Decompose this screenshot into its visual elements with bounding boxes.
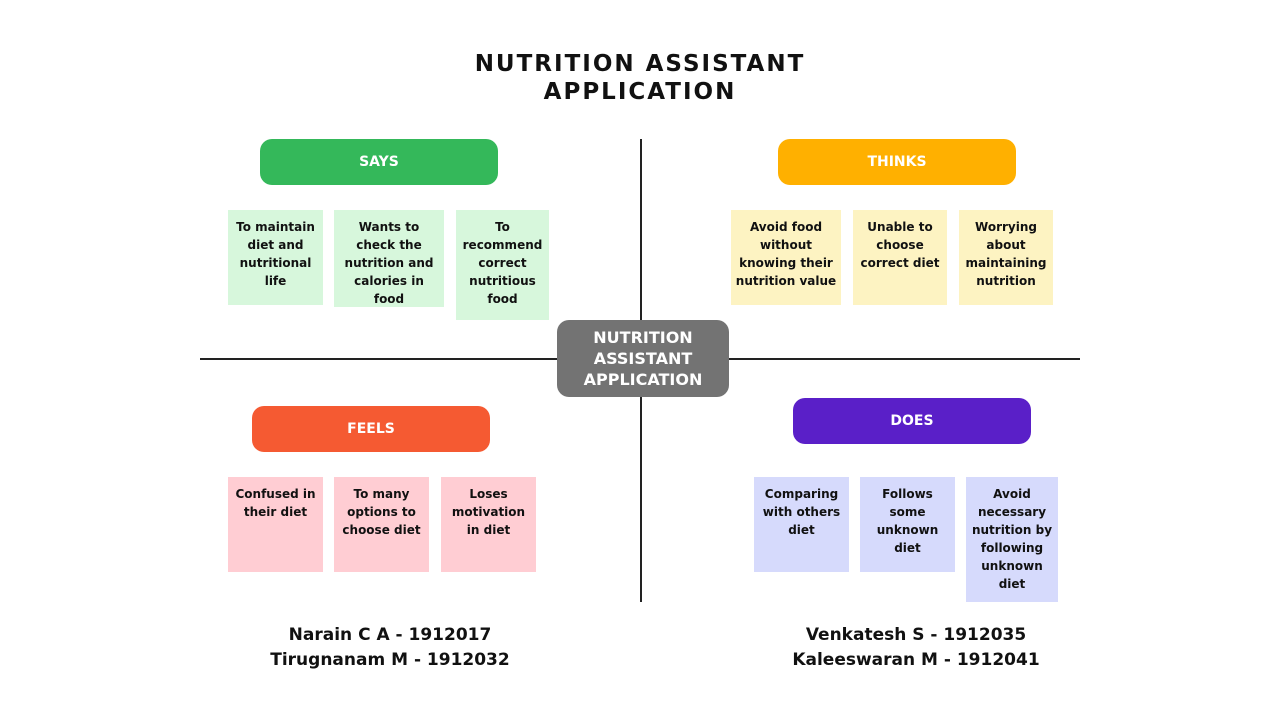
thinks-note-1: Avoid food without knowing their nutriti… — [731, 210, 841, 305]
page-title: NUTRITION ASSISTANT APPLICATION — [0, 50, 1280, 106]
thinks-header: THINKS — [778, 139, 1016, 185]
title-line-2: APPLICATION — [543, 79, 737, 105]
says-header: SAYS — [260, 139, 498, 185]
does-header: DOES — [793, 398, 1031, 444]
title-line-1: NUTRITION ASSISTANT — [474, 51, 806, 77]
team-member: Kaleeswaran M - 1912041 — [792, 650, 1040, 670]
team-member: Venkatesh S - 1912035 — [805, 625, 1027, 645]
feels-note-3: Loses motivation in diet — [441, 477, 536, 572]
center-label: NUTRITION ASSISTANT APPLICATION — [557, 320, 729, 397]
team-left: Narain C A - 1912017 Tirugnanam M - 1912… — [230, 623, 550, 673]
says-note-2: Wants to check the nutrition and calorie… — [334, 210, 444, 307]
does-note-2: Follows some unknown diet — [860, 477, 955, 572]
team-right: Venkatesh S - 1912035 Kaleeswaran M - 19… — [756, 623, 1076, 673]
thinks-note-3: Worrying about maintaining nutrition — [959, 210, 1053, 305]
says-note-1: To maintain diet and nutritional life — [228, 210, 323, 305]
does-note-1: Comparing with others diet — [754, 477, 849, 572]
feels-note-2: To many options to choose diet — [334, 477, 429, 572]
feels-header: FEELS — [252, 406, 490, 452]
says-note-3: To recommend correct nutritious food — [456, 210, 549, 320]
feels-note-1: Confused in their diet — [228, 477, 323, 572]
team-member: Tirugnanam M - 1912032 — [270, 650, 510, 670]
thinks-note-2: Unable to choose correct diet — [853, 210, 947, 305]
does-note-3: Avoid necessary nutrition by following u… — [966, 477, 1058, 602]
team-member: Narain C A - 1912017 — [288, 625, 492, 645]
